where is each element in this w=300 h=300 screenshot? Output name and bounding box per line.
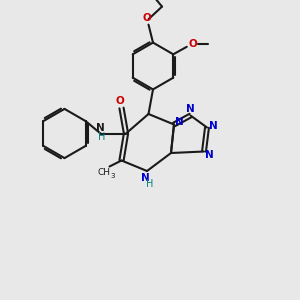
Text: CH: CH: [97, 168, 110, 177]
Text: N: N: [186, 104, 195, 115]
Text: O: O: [116, 96, 124, 106]
Text: H: H: [98, 132, 106, 142]
Text: N: N: [209, 121, 218, 131]
Text: N: N: [96, 123, 105, 133]
Text: 3: 3: [110, 173, 115, 179]
Text: N: N: [141, 172, 150, 183]
Text: O: O: [142, 13, 152, 23]
Text: O: O: [188, 39, 197, 49]
Text: N: N: [175, 116, 184, 127]
Text: N: N: [205, 150, 214, 160]
Text: H: H: [146, 178, 154, 189]
